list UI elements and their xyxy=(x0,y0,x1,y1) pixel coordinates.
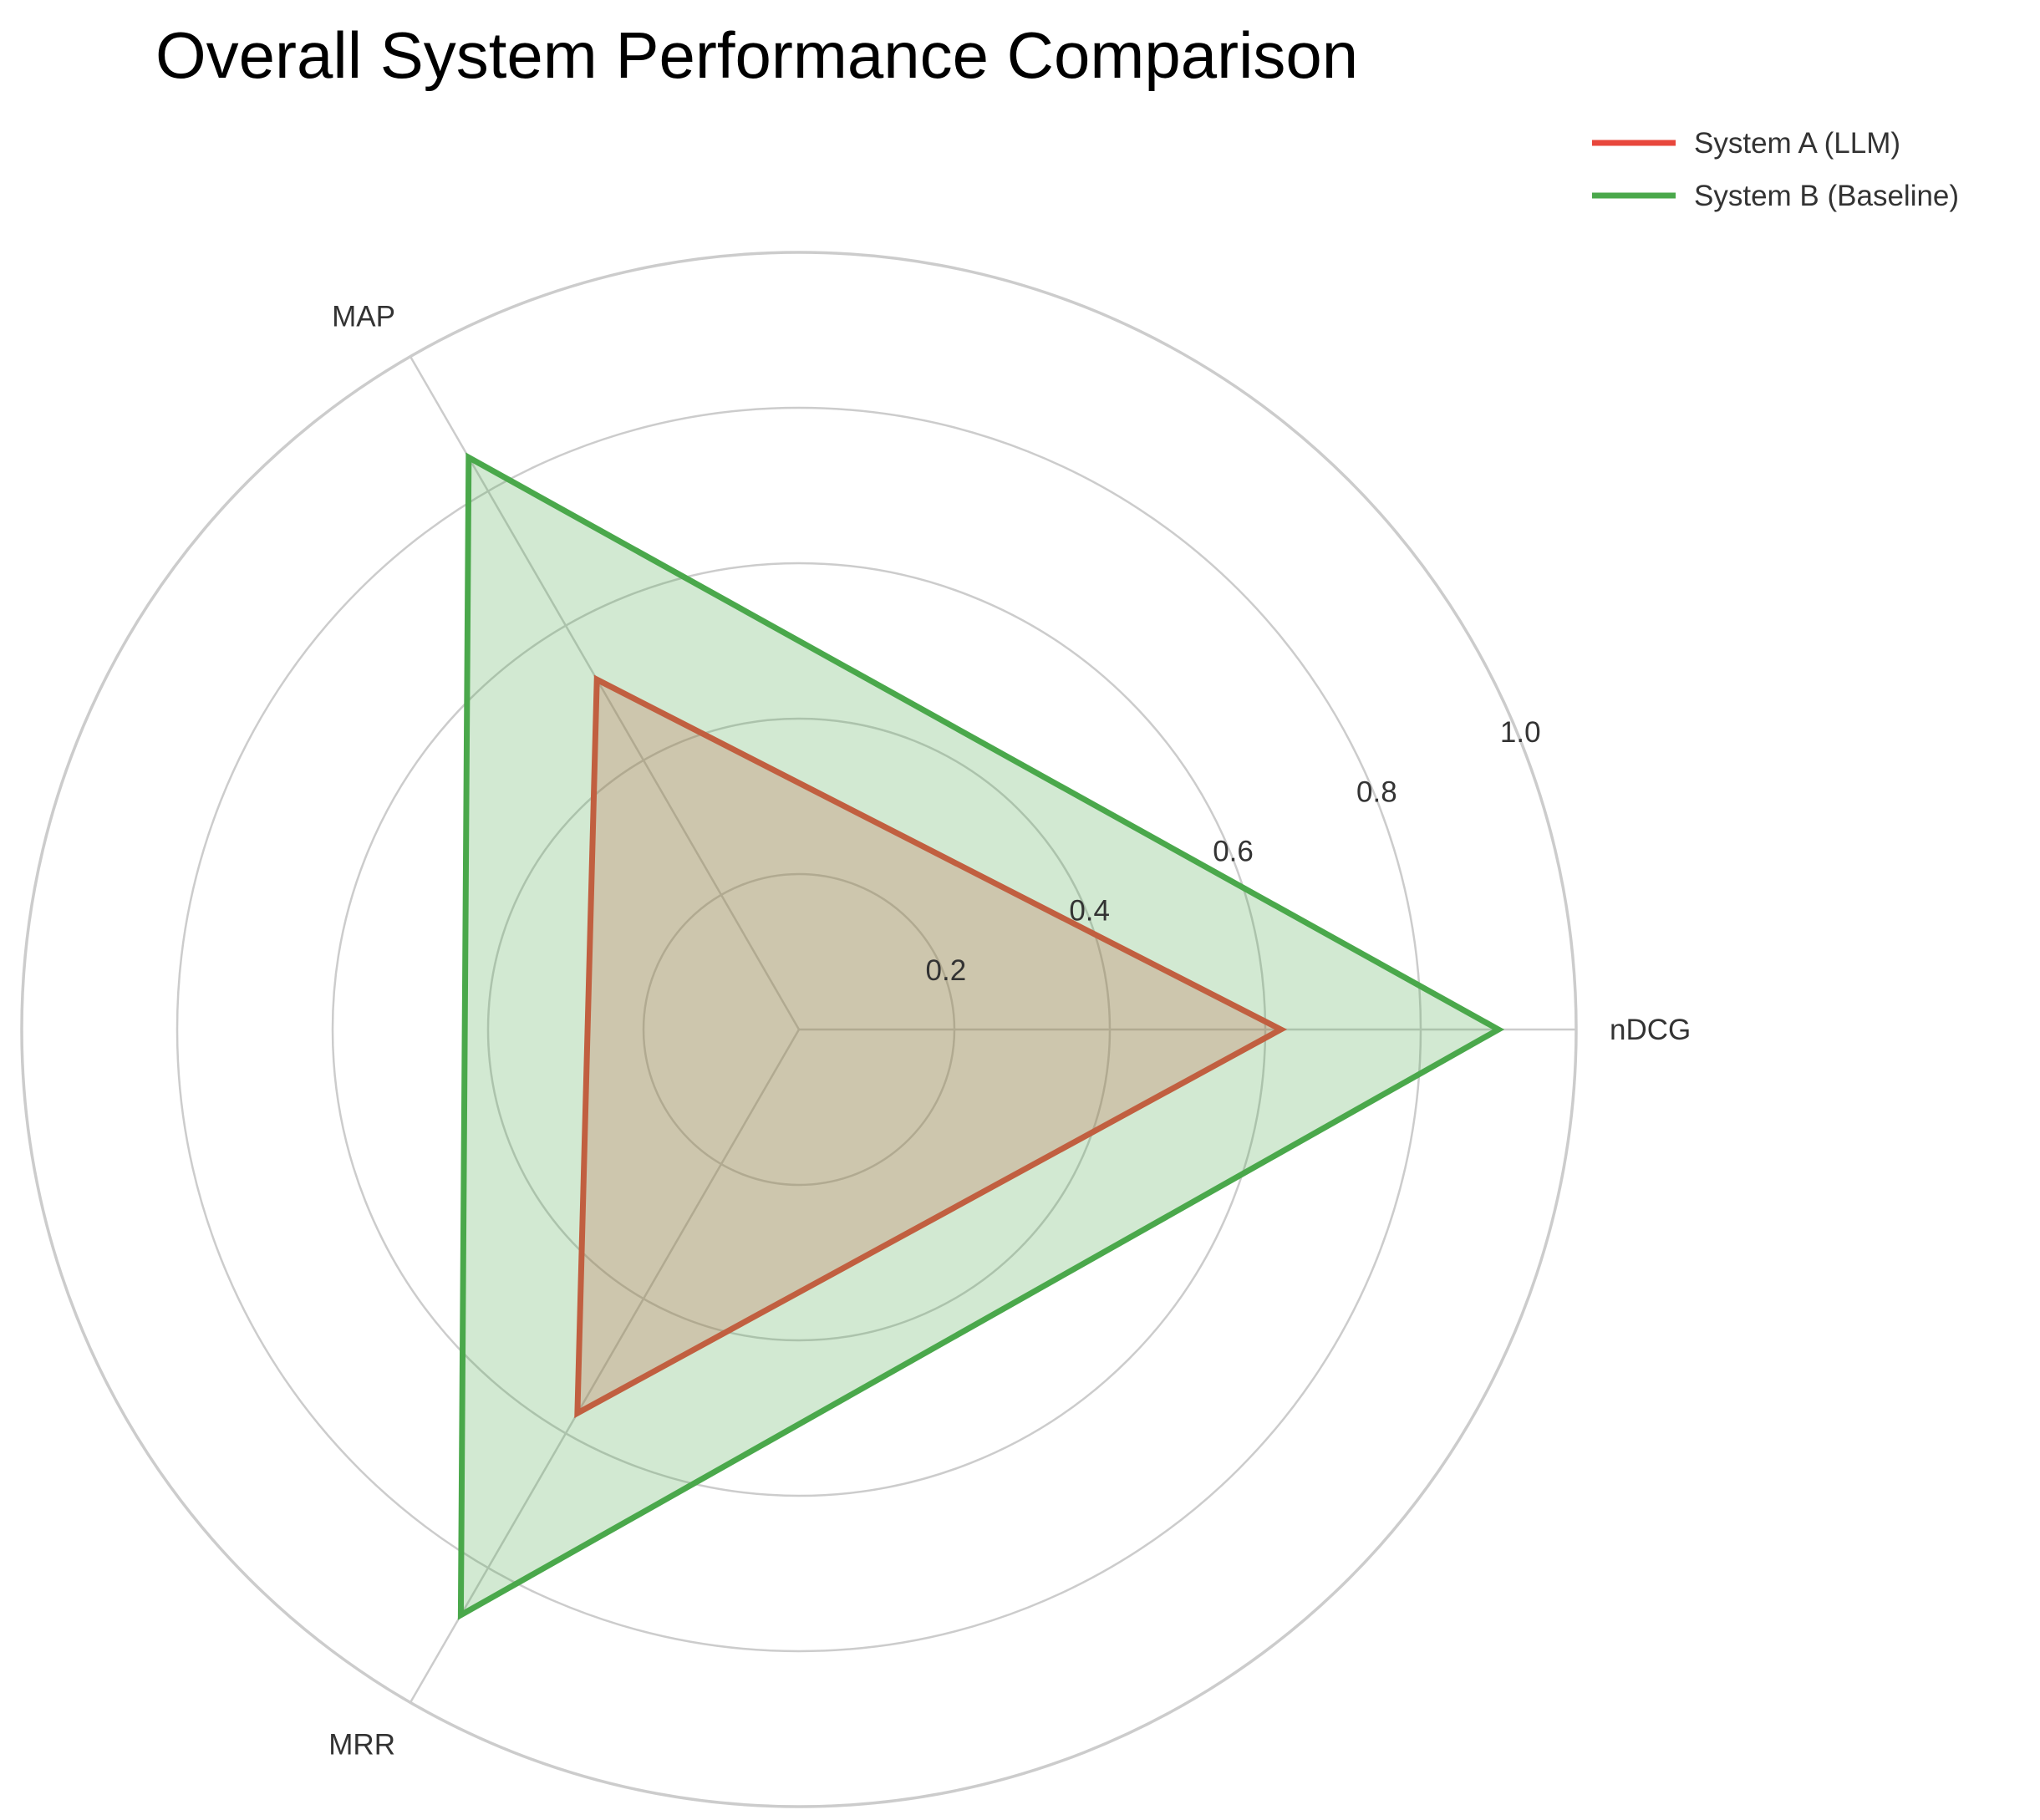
r-tick-label: 0.4 xyxy=(1069,895,1110,928)
chart-title: Overall System Performance Comparison xyxy=(155,18,1358,92)
spoke-MAP xyxy=(409,355,801,1030)
axis-labels: 0.2 0.4 0.6 0.8 1.0 nDCG MAP MRR xyxy=(328,301,1691,1762)
legend-label-system-b: System B (Baseline) xyxy=(1694,180,1959,212)
axis-label-mrr: MRR xyxy=(328,1728,395,1761)
series-layer xyxy=(457,452,1505,1620)
series-fill-system-a xyxy=(577,679,1281,1414)
legend-label-system-a: System A (LLM) xyxy=(1694,127,1900,160)
series-line-system-a xyxy=(574,674,1288,1419)
spoke-MRR xyxy=(409,1029,801,1704)
series-line-system-b xyxy=(457,452,1505,1620)
series-fill-system-b xyxy=(460,457,1498,1615)
axis-label-ndcg: nDCG xyxy=(1610,1014,1691,1046)
axis-label-map: MAP xyxy=(332,301,395,333)
r-tick-label: 0.6 xyxy=(1213,835,1254,867)
r-tick-label: 0.2 xyxy=(926,954,967,987)
legend: System A (LLM) System B (Baseline) xyxy=(1592,127,1959,212)
r-tick-label: 0.8 xyxy=(1356,775,1397,808)
polar-grid xyxy=(20,251,1578,1808)
r-tick-label: 1.0 xyxy=(1500,716,1541,749)
